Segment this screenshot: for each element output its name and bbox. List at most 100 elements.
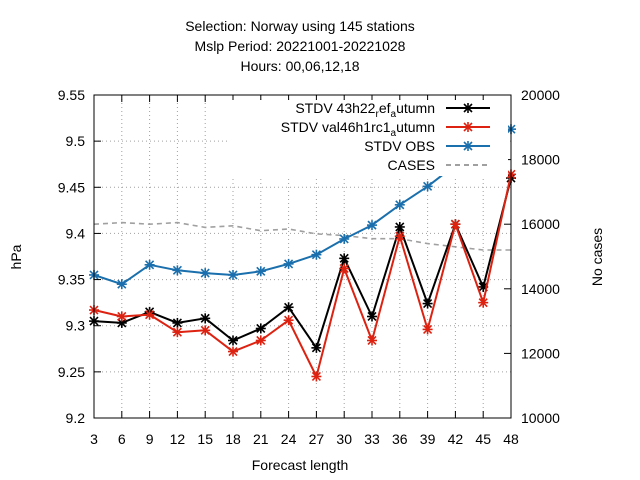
data-point-obs (228, 269, 238, 280)
y2-tick-label: 12000 (521, 345, 560, 361)
data-point-val (228, 346, 238, 357)
data-point-obs (367, 220, 377, 231)
title-line-3: Hours: 00,06,12,18 (240, 58, 359, 74)
x-tick-label: 48 (503, 431, 519, 447)
data-point-ref (283, 302, 294, 313)
data-point-obs (311, 249, 322, 260)
data-point-val (311, 371, 322, 382)
data-point-val (339, 263, 350, 274)
data-point-obs (116, 279, 127, 290)
data-point-obs (144, 259, 155, 270)
x-tick-label: 45 (475, 431, 491, 447)
legend-background (228, 100, 508, 176)
data-point-ref (228, 335, 238, 346)
data-point-ref (172, 317, 183, 328)
data-point-obs (394, 199, 405, 210)
data-point-val (200, 325, 211, 336)
legend-val-part-c: utumn (396, 119, 435, 135)
legend-marker-point-val (463, 122, 473, 132)
legend: STDV 43h22refautumn STDV val46h1rc1autum… (228, 100, 508, 176)
x-tick-label: 9 (146, 431, 154, 447)
data-point-ref (311, 342, 322, 353)
data-point-ref (339, 253, 350, 264)
y2-tick-label: 20000 (521, 87, 560, 103)
y-axis: 9.2 9.25 9.3 9.35 9.4 9.45 9.5 9.55 (58, 87, 101, 426)
y-tick-label: 9.25 (58, 364, 85, 380)
data-point-obs (422, 181, 433, 192)
series-line-val (93, 174, 512, 378)
x-tick-label: 12 (170, 431, 186, 447)
legend-entry-cases: CASES (388, 157, 490, 173)
y-tick-label: 9.2 (66, 410, 86, 426)
legend-marker-obs (463, 141, 473, 151)
x-tick-label: 21 (253, 431, 269, 447)
legend-marker-point-obs (463, 141, 473, 151)
data-point-ref (255, 323, 266, 334)
y-tick-label: 9.5 (66, 133, 86, 149)
chart-title: Selection: Norway using 145 stations Msl… (185, 18, 415, 74)
legend-val-part-a: STDV val46h1rc1 (281, 119, 391, 135)
legend-marker-ref (463, 103, 473, 113)
cases-series-layer (93, 221, 511, 251)
x-axis: 3 6 9 12 15 18 21 24 27 30 33 36 39 42 45 48 (90, 95, 519, 447)
y2-axis-label: No cases (589, 228, 605, 286)
data-point-val (255, 335, 266, 346)
data-point-val (478, 297, 489, 308)
y-tick-label: 9.55 (58, 87, 85, 103)
y-axis-label: hPa (8, 244, 24, 269)
data-point-ref (200, 313, 211, 324)
legend-label-obs: STDV OBS (364, 138, 435, 154)
y2-tick-label: 18000 (521, 152, 560, 168)
x-tick-label: 6 (118, 431, 126, 447)
series-line-cases (93, 221, 511, 251)
data-point-val (172, 327, 183, 338)
data-point-ref (367, 311, 377, 322)
series-line-ref (93, 177, 512, 349)
x-tick-label: 42 (448, 431, 464, 447)
data-point-ref (394, 221, 405, 232)
x-tick-label: 24 (281, 431, 297, 447)
y2-tick-label: 16000 (521, 216, 560, 232)
y2-tick-label: 10000 (521, 410, 560, 426)
data-point-val (367, 335, 377, 346)
legend-ref-part-c: ef (379, 100, 391, 116)
legend-label-ref: STDV 43h22refautumn (295, 100, 435, 120)
x-tick-label: 15 (197, 431, 213, 447)
data-point-obs (339, 233, 350, 244)
x-tick-label: 3 (90, 431, 98, 447)
legend-ref-part-e: utumn (396, 100, 435, 116)
data-point-ref (422, 298, 433, 309)
legend-label-cases: CASES (388, 157, 435, 173)
data-point-obs (255, 266, 266, 277)
legend-val-subscript: a (391, 128, 397, 139)
legend-ref-part-a: STDV 43h22 (295, 100, 375, 116)
y2-tick-label: 14000 (521, 281, 560, 297)
y-tick-label: 9.35 (58, 272, 85, 288)
data-point-val (450, 219, 461, 230)
legend-marker-val (463, 122, 473, 132)
legend-entry-ref: STDV 43h22refautumn (295, 100, 490, 120)
y-tick-label: 9.4 (66, 225, 86, 241)
data-point-val (422, 324, 433, 335)
y-tick-label: 9.3 (66, 318, 86, 334)
data-point-val (144, 309, 155, 320)
data-point-obs (172, 265, 183, 276)
data-point-obs (200, 268, 211, 279)
legend-ref-subscript-1: r (375, 109, 379, 120)
y2-axis: 10000 12000 14000 16000 18000 20000 (504, 87, 560, 426)
plot-border (93, 94, 512, 419)
x-tick-label: 27 (309, 431, 325, 447)
legend-ref-subscript-2: a (391, 109, 397, 120)
legend-entry-val: STDV val46h1rc1autumn (281, 119, 490, 139)
data-point-val (394, 231, 405, 242)
x-axis-label: Forecast length (252, 457, 349, 473)
x-tick-label: 39 (420, 431, 436, 447)
y-tick-label: 9.45 (58, 179, 85, 195)
x-tick-label: 36 (392, 431, 408, 447)
x-tick-label: 30 (336, 431, 352, 447)
title-line-2: Mslp Period: 20221001-20221028 (195, 38, 406, 54)
data-point-val (283, 315, 294, 326)
legend-entry-obs: STDV OBS (364, 138, 490, 154)
